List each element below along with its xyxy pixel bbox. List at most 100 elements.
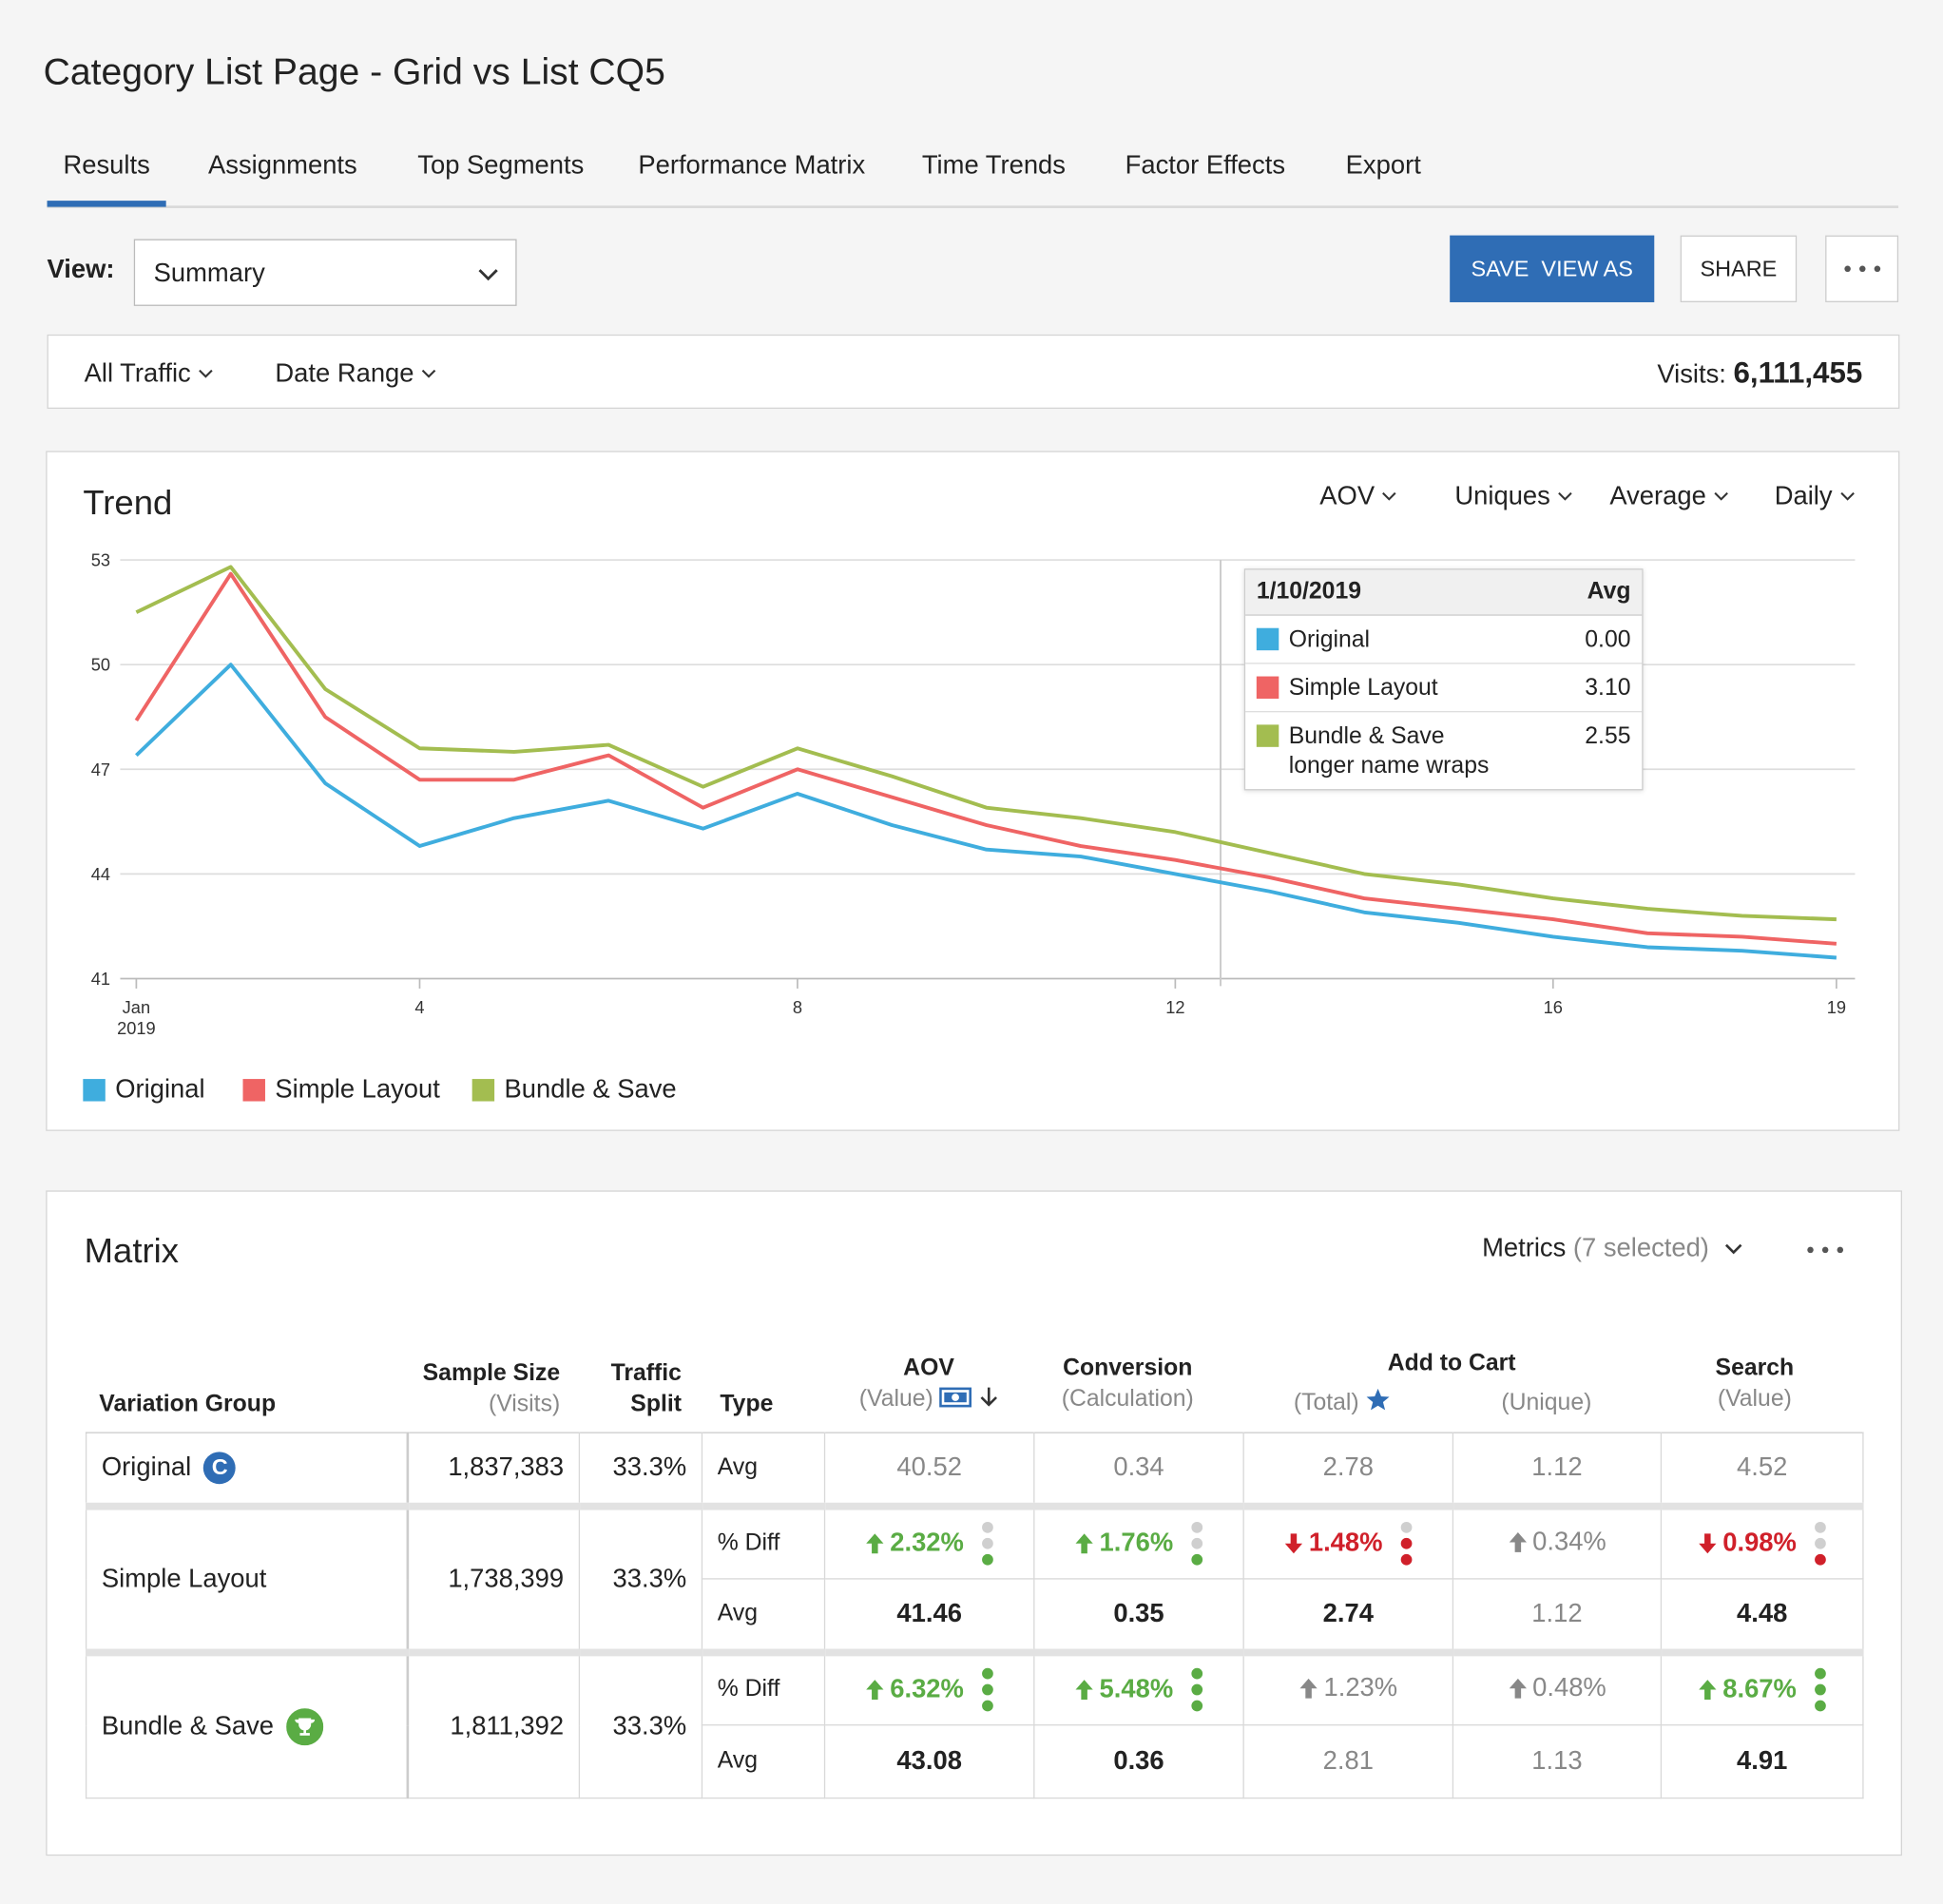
header-atc-unique: (Unique)	[1452, 1388, 1641, 1419]
diff-text: 1.48%	[1308, 1529, 1383, 1558]
header-text: Type	[720, 1391, 774, 1417]
sort-icon[interactable]	[978, 1386, 998, 1408]
legend-label: Simple Layout	[275, 1075, 440, 1105]
trend-arrow	[1509, 1531, 1527, 1552]
tab[interactable]: Top Segments	[417, 150, 585, 180]
trend-control[interactable]: AOV	[1319, 481, 1397, 511]
tab[interactable]: Results	[63, 150, 150, 180]
trend-panel: Trend AOV Uniques Average Daily	[46, 451, 1900, 1131]
tooltip: 1/10/2019 Avg Original 0.00 Simple Layout 3.…	[1243, 568, 1644, 791]
arrow	[1075, 1680, 1094, 1701]
trend-control-label: AOV	[1319, 481, 1375, 510]
tooltip-value: 0.00	[1585, 626, 1631, 653]
chevron	[1725, 1244, 1742, 1255]
tab[interactable]: Export	[1345, 150, 1421, 180]
trend-arrow	[1285, 1533, 1303, 1554]
chevron	[1714, 492, 1728, 502]
avg-cell: 0.35	[1033, 1578, 1244, 1653]
header-sub: (Total)	[1293, 1390, 1359, 1416]
matrix-table: Original C 1,837,383 33.3% Avg 40.52 0.34 2.78 1…	[85, 1432, 1864, 1799]
page-title: Category List Page - Grid vs List CQ5	[43, 51, 665, 93]
legend-item[interactable]: Bundle & Save	[471, 1075, 677, 1105]
y-tick-label: 44	[91, 864, 110, 884]
arrow	[1285, 1533, 1303, 1554]
trend-control[interactable]: Uniques	[1454, 482, 1572, 511]
traffic-split: 33.3%	[578, 1502, 703, 1653]
matrix-title: Matrix	[84, 1231, 180, 1270]
matrix-more[interactable]	[1807, 1246, 1844, 1254]
sample-size: 1,738,399	[406, 1502, 581, 1653]
date-filter[interactable]: Date Range	[275, 359, 436, 389]
tooltip-swatch	[1256, 724, 1279, 747]
view-dropdown[interactable]: Summary	[133, 239, 517, 306]
tooltip-row: Bundle & Save longer name wraps 2.55	[1245, 711, 1643, 789]
trend-arrow	[1075, 1533, 1094, 1554]
y-tick-label: 53	[91, 550, 110, 570]
diff-cell: 1.76%	[1033, 1502, 1244, 1580]
save-view-button[interactable]: SAVE VIEW AS	[1450, 235, 1655, 302]
diff-value: 2.32%	[865, 1522, 993, 1567]
tooltip-date: 1/10/2019	[1256, 578, 1362, 605]
significance-dot	[1191, 1522, 1202, 1534]
header-size: Sample Size (Visits)	[372, 1357, 561, 1419]
header-split: Traffic Split	[592, 1357, 682, 1419]
y-tick-label: 50	[91, 655, 110, 675]
more-icon	[1843, 265, 1880, 273]
tab[interactable]: Time Trends	[921, 150, 1066, 180]
trend-control-label: Average	[1609, 481, 1706, 510]
group-name: Original	[101, 1452, 192, 1482]
matrix-row: Simple Layout 1,738,399 33.3%% Diff 2.32% 1.…	[85, 1502, 1864, 1653]
metrics-selector[interactable]: Metrics (7 selected)	[1482, 1234, 1743, 1263]
avg-cell: 0.34	[1033, 1432, 1244, 1507]
header-aov: AOV (Value)	[824, 1353, 1033, 1414]
trend-arrow	[1299, 1678, 1318, 1699]
matrix-row: Original C 1,837,383 33.3% Avg 40.52 0.34 2.78 1…	[85, 1432, 1864, 1507]
diff-text: 1.23%	[1323, 1673, 1398, 1702]
group-name: Simple Layout	[101, 1564, 267, 1593]
view-value: Summary	[153, 259, 265, 288]
trend-control[interactable]: Daily	[1775, 482, 1855, 511]
header-text: Search	[1715, 1355, 1795, 1382]
legend-swatch	[242, 1079, 265, 1102]
tooltip-row: Simple Layout 3.10	[1245, 663, 1643, 711]
legend-item[interactable]: Original	[83, 1075, 205, 1105]
chevron	[421, 370, 436, 379]
significance-dot	[981, 1538, 993, 1549]
significance-dots	[1814, 1522, 1826, 1566]
tab[interactable]: Factor Effects	[1125, 150, 1286, 180]
sample-size: 1,811,392	[406, 1647, 581, 1799]
visits-value: 6,111,455	[1733, 356, 1863, 391]
diff-text: 2.32%	[890, 1529, 964, 1558]
header-sub: (Value)	[858, 1386, 933, 1413]
legend-item[interactable]: Simple Layout	[242, 1075, 440, 1105]
diff-text: 5.48%	[1099, 1675, 1174, 1704]
series-line	[134, 571, 1837, 946]
traffic-filter[interactable]: All Traffic	[85, 359, 214, 389]
arrow	[866, 1680, 884, 1701]
more-button[interactable]	[1825, 235, 1899, 302]
tab[interactable]: Assignments	[207, 150, 357, 180]
diff-text: 8.67%	[1722, 1675, 1797, 1704]
significance-dot	[1400, 1538, 1413, 1549]
tooltip-name: Bundle & Save longer name wraps	[1288, 723, 1490, 779]
share-button[interactable]: SHARE	[1680, 235, 1798, 302]
trend-chart: 41 44 47 50 53	[91, 550, 1856, 989]
significance-dots	[1400, 1522, 1413, 1566]
header-group: Variation Group	[99, 1389, 276, 1420]
avg-cell: 2.78	[1242, 1432, 1454, 1507]
diff-cell: 1.48%	[1242, 1502, 1454, 1580]
series-line	[135, 663, 1837, 960]
diff-value: 1.76%	[1074, 1522, 1202, 1567]
x-tick-label: 16	[1543, 997, 1563, 1017]
diff-cell: 0.98%	[1660, 1502, 1864, 1580]
matrix-row: Bundle & Save 1,811,392 33.3%% Diff 6.32% 5.…	[85, 1647, 1864, 1799]
header-search: Search (Value)	[1661, 1353, 1849, 1414]
row-type: Avg	[701, 1724, 826, 1799]
trend-control[interactable]: Average	[1609, 482, 1728, 511]
matrix-row: Avg 43.08 0.36 2.81 1.13 4.91	[87, 1724, 1864, 1799]
significance-dot	[981, 1554, 993, 1566]
tooltip-value: 2.55	[1585, 723, 1631, 750]
tab[interactable]: Performance Matrix	[638, 150, 866, 180]
